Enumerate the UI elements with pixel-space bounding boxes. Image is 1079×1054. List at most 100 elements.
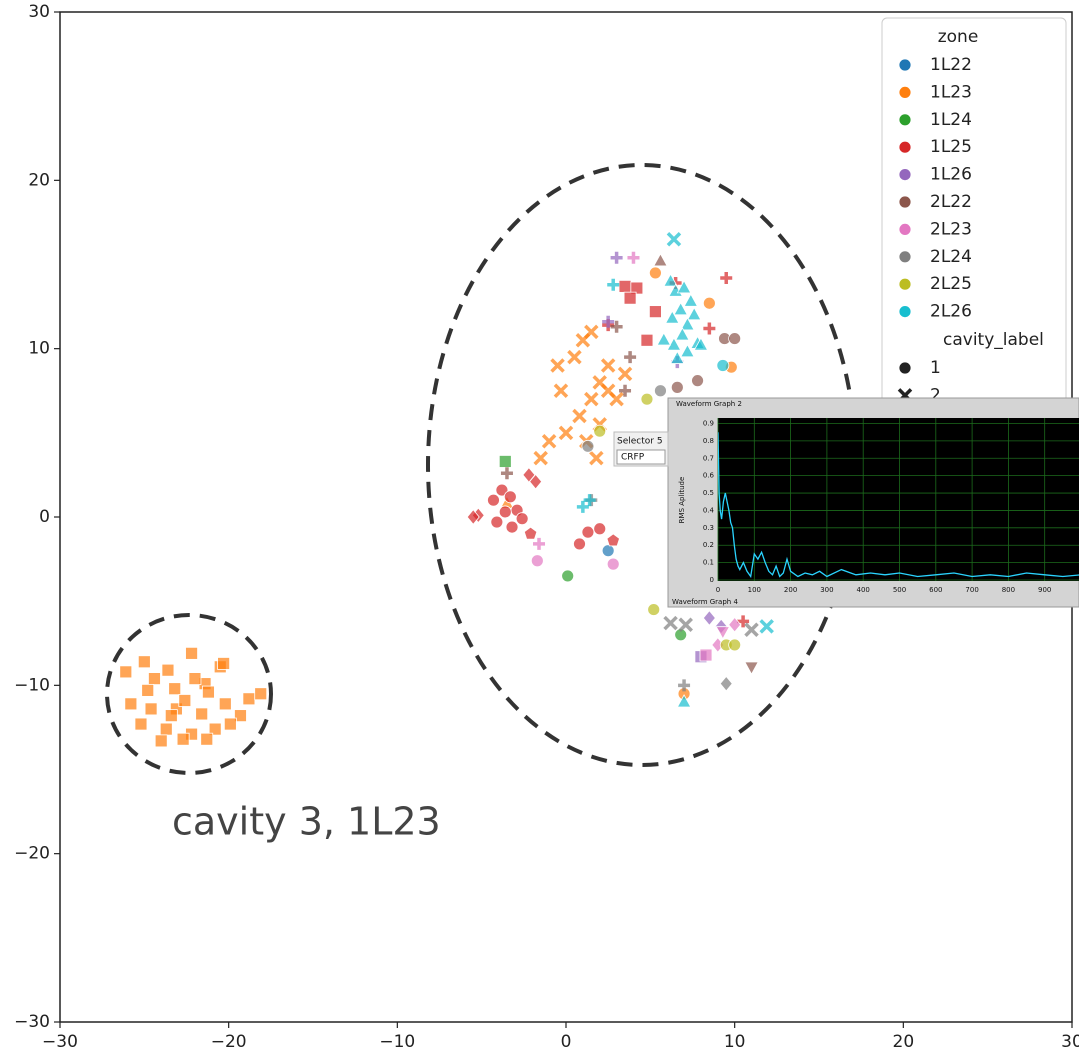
marker: [720, 272, 732, 284]
inset-footer: Waveform Graph 4: [672, 598, 738, 606]
marker: [611, 393, 623, 405]
y-tick-label: 0.3: [703, 524, 714, 532]
legend-marker: [899, 59, 911, 71]
marker: [535, 452, 547, 464]
marker: [654, 254, 667, 266]
x-tick-label: 200: [784, 586, 797, 594]
marker: [202, 686, 214, 698]
x-tick-label: 10: [724, 1032, 746, 1052]
marker: [607, 558, 619, 570]
legend-marker: [899, 196, 911, 208]
marker: [582, 526, 594, 538]
legend-marker: [899, 362, 911, 374]
marker: [501, 467, 513, 479]
marker: [582, 440, 594, 452]
marker: [602, 360, 614, 372]
inset-y-label: RMS Aplitude: [678, 477, 686, 524]
marker: [255, 688, 267, 700]
y-tick-label: 0.8: [703, 437, 714, 445]
marker: [671, 352, 684, 364]
marker: [720, 676, 732, 690]
marker: [169, 683, 181, 695]
legend-label: 1L22: [930, 55, 972, 75]
marker: [499, 506, 511, 518]
y-tick-label: −20: [14, 844, 50, 864]
y-tick-label: 0.5: [703, 489, 714, 497]
y-tick-label: 20: [28, 170, 50, 190]
marker: [138, 656, 150, 668]
marker: [189, 673, 201, 685]
marker: [607, 534, 620, 546]
y-tick-label: 30: [28, 2, 50, 22]
marker: [218, 657, 230, 669]
marker: [162, 664, 174, 676]
legend-label: 2L26: [930, 302, 972, 322]
marker: [657, 333, 670, 345]
y-tick-label: 10: [28, 339, 50, 359]
marker: [627, 252, 639, 264]
marker: [745, 662, 758, 674]
legend-title: zone: [938, 27, 979, 47]
marker: [196, 708, 208, 720]
legend-title: cavity_label: [943, 330, 1044, 350]
marker: [746, 624, 758, 636]
marker: [680, 619, 692, 631]
marker: [641, 393, 653, 405]
marker: [125, 698, 137, 710]
y-tick-label: 0.6: [703, 472, 715, 480]
marker: [543, 435, 555, 447]
marker: [487, 494, 499, 506]
marker: [165, 710, 177, 722]
marker: [562, 570, 574, 582]
marker: [224, 718, 236, 730]
legend-marker: [899, 141, 911, 153]
x-tick-label: 100: [748, 586, 761, 594]
marker: [688, 308, 701, 320]
y-tick-label: 0.2: [703, 541, 714, 549]
marker: [729, 639, 741, 651]
x-tick-label: 0: [561, 1032, 572, 1052]
x-tick-label: 400: [857, 586, 870, 594]
x-tick-label: −10: [379, 1032, 415, 1052]
marker: [703, 297, 715, 309]
marker: [585, 393, 597, 405]
marker: [142, 684, 154, 696]
marker: [602, 545, 614, 557]
marker: [179, 694, 191, 706]
marker: [573, 538, 585, 550]
x-tick-label: 900: [1038, 586, 1051, 594]
marker: [577, 501, 589, 513]
marker: [692, 375, 704, 387]
marker: [568, 351, 580, 363]
legend-label: 1L26: [930, 165, 972, 185]
y-tick-label: 0.1: [703, 559, 714, 567]
marker: [506, 521, 518, 533]
legend-label: 1L25: [930, 137, 972, 157]
marker: [155, 735, 167, 747]
y-tick-label: −10: [14, 675, 50, 695]
marker: [649, 267, 661, 279]
legend-label: 2L23: [930, 219, 972, 239]
marker: [145, 703, 157, 715]
y-tick-label: 0: [39, 507, 50, 527]
legend-label: 2L24: [930, 247, 972, 267]
y-tick-label: 0.4: [703, 506, 715, 514]
marker: [573, 410, 585, 422]
marker: [516, 513, 528, 525]
marker: [761, 620, 773, 632]
legend-marker: [899, 278, 911, 290]
marker: [243, 693, 255, 705]
inset-title: Waveform Graph 2: [676, 400, 742, 408]
marker: [177, 733, 189, 745]
marker: [611, 252, 623, 264]
legend-marker: [899, 251, 911, 263]
legend-label: 2L22: [930, 192, 972, 212]
marker: [160, 723, 172, 735]
selector-label: Selector 5: [617, 437, 663, 447]
marker: [654, 385, 666, 397]
selector-value: CRFP: [621, 453, 645, 463]
x-tick-label: 30: [1061, 1032, 1079, 1052]
inset-plot: [718, 418, 1079, 581]
x-tick-label: −30: [42, 1032, 78, 1052]
marker: [219, 698, 231, 710]
